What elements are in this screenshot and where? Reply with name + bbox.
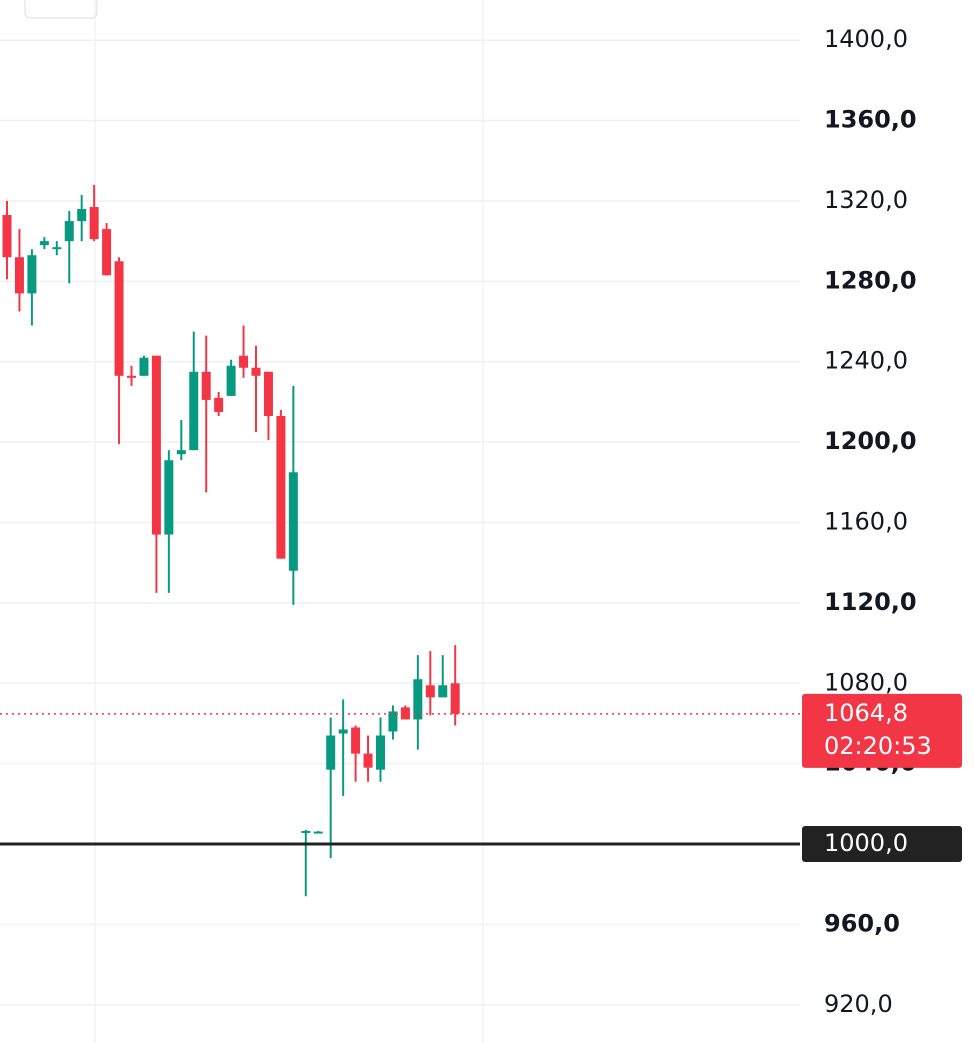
candle-body — [376, 735, 385, 770]
candle-body — [27, 255, 37, 294]
candle-body — [363, 753, 373, 768]
candle-body — [164, 460, 174, 535]
y-tick-label: 1320,0 — [824, 186, 908, 214]
candle-body — [313, 831, 323, 834]
y-tick-label: 1080,0 — [824, 668, 908, 696]
candle-body — [14, 257, 24, 294]
toolbar-button[interactable] — [24, 0, 98, 19]
y-tick-label: 1280,0 — [824, 266, 917, 294]
level-label-box — [802, 826, 962, 863]
candle-body — [226, 365, 236, 396]
candle-body — [77, 209, 87, 222]
y-tick-label: 1400,0 — [824, 25, 908, 53]
candle-body — [239, 355, 249, 368]
candle-body — [276, 415, 286, 559]
candle-body — [2, 215, 12, 258]
countdown: 02:20:53 — [824, 732, 932, 760]
candle-body — [450, 683, 460, 714]
candle-body — [39, 241, 49, 246]
y-tick-label: 960,0 — [824, 909, 900, 937]
candle-body — [338, 729, 348, 734]
y-tick-label: 920,0 — [824, 990, 893, 1018]
candle-body — [201, 371, 211, 400]
price-label-box — [802, 693, 962, 768]
candle-body — [301, 830, 311, 833]
candle-body — [52, 247, 62, 250]
candle-body — [127, 375, 136, 378]
candle-body — [288, 472, 298, 571]
candle-body — [151, 355, 161, 535]
candle-body — [139, 357, 149, 376]
candle-body — [438, 685, 448, 698]
y-tick-label: 1200,0 — [824, 427, 917, 455]
candle-body — [351, 727, 361, 754]
candle-body — [326, 735, 336, 770]
candle-body — [251, 367, 261, 376]
candle-body — [89, 206, 99, 240]
candle-body — [263, 371, 273, 416]
y-tick-label: 1120,0 — [824, 588, 917, 616]
candle-body — [189, 371, 199, 451]
y-tick-label: 1160,0 — [824, 508, 908, 536]
candle-body — [214, 397, 224, 412]
candle-body — [388, 711, 398, 732]
price-label: 1064,8 — [824, 699, 908, 727]
candle-body — [413, 679, 423, 720]
candle-body — [64, 221, 74, 242]
candle-body — [425, 685, 435, 698]
candle-body — [400, 707, 410, 720]
level-label: 1000,0 — [824, 829, 908, 857]
y-tick-label: 1360,0 — [824, 106, 917, 134]
y-tick-label: 1240,0 — [824, 347, 908, 375]
candle-body — [176, 450, 186, 455]
candle-body — [114, 261, 124, 376]
candle-body — [102, 229, 112, 276]
